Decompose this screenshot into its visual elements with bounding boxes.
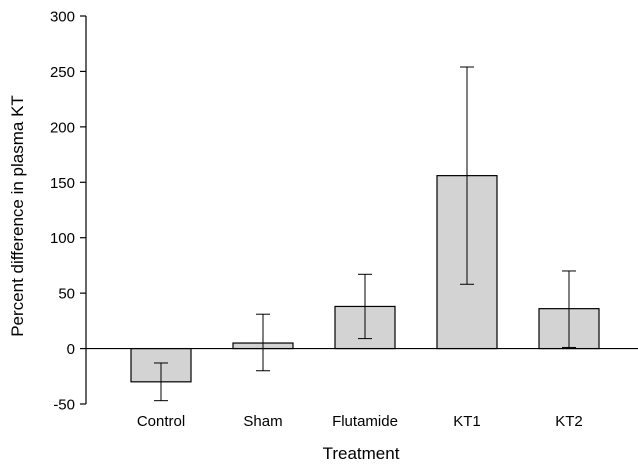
- y-axis-title: Percent difference in plasma KT: [8, 95, 27, 337]
- error-bars-layer: [154, 66, 576, 402]
- y-tick-label: 200: [50, 119, 75, 136]
- y-tick-label: -50: [53, 397, 75, 414]
- y-axis-ticks: -50 0 50 100 150 200 250 300: [50, 9, 86, 414]
- x-tick-label: Control: [137, 413, 185, 430]
- x-tick-label: KT2: [555, 413, 583, 430]
- x-axis-tick-labels: Control Sham Flutamide KT1 KT2: [137, 413, 583, 430]
- y-tick-label: 150: [50, 175, 75, 192]
- y-tick-label: 250: [50, 64, 75, 81]
- x-tick-label: Flutamide: [332, 413, 398, 430]
- y-tick-label: 100: [50, 230, 75, 247]
- y-tick-label: 0: [67, 341, 75, 358]
- y-tick-label: 50: [58, 286, 75, 303]
- x-axis-title: Treatment: [323, 444, 400, 463]
- x-tick-label: KT1: [453, 413, 481, 430]
- y-tick-label: 300: [50, 9, 75, 26]
- x-tick-label: Sham: [243, 413, 282, 430]
